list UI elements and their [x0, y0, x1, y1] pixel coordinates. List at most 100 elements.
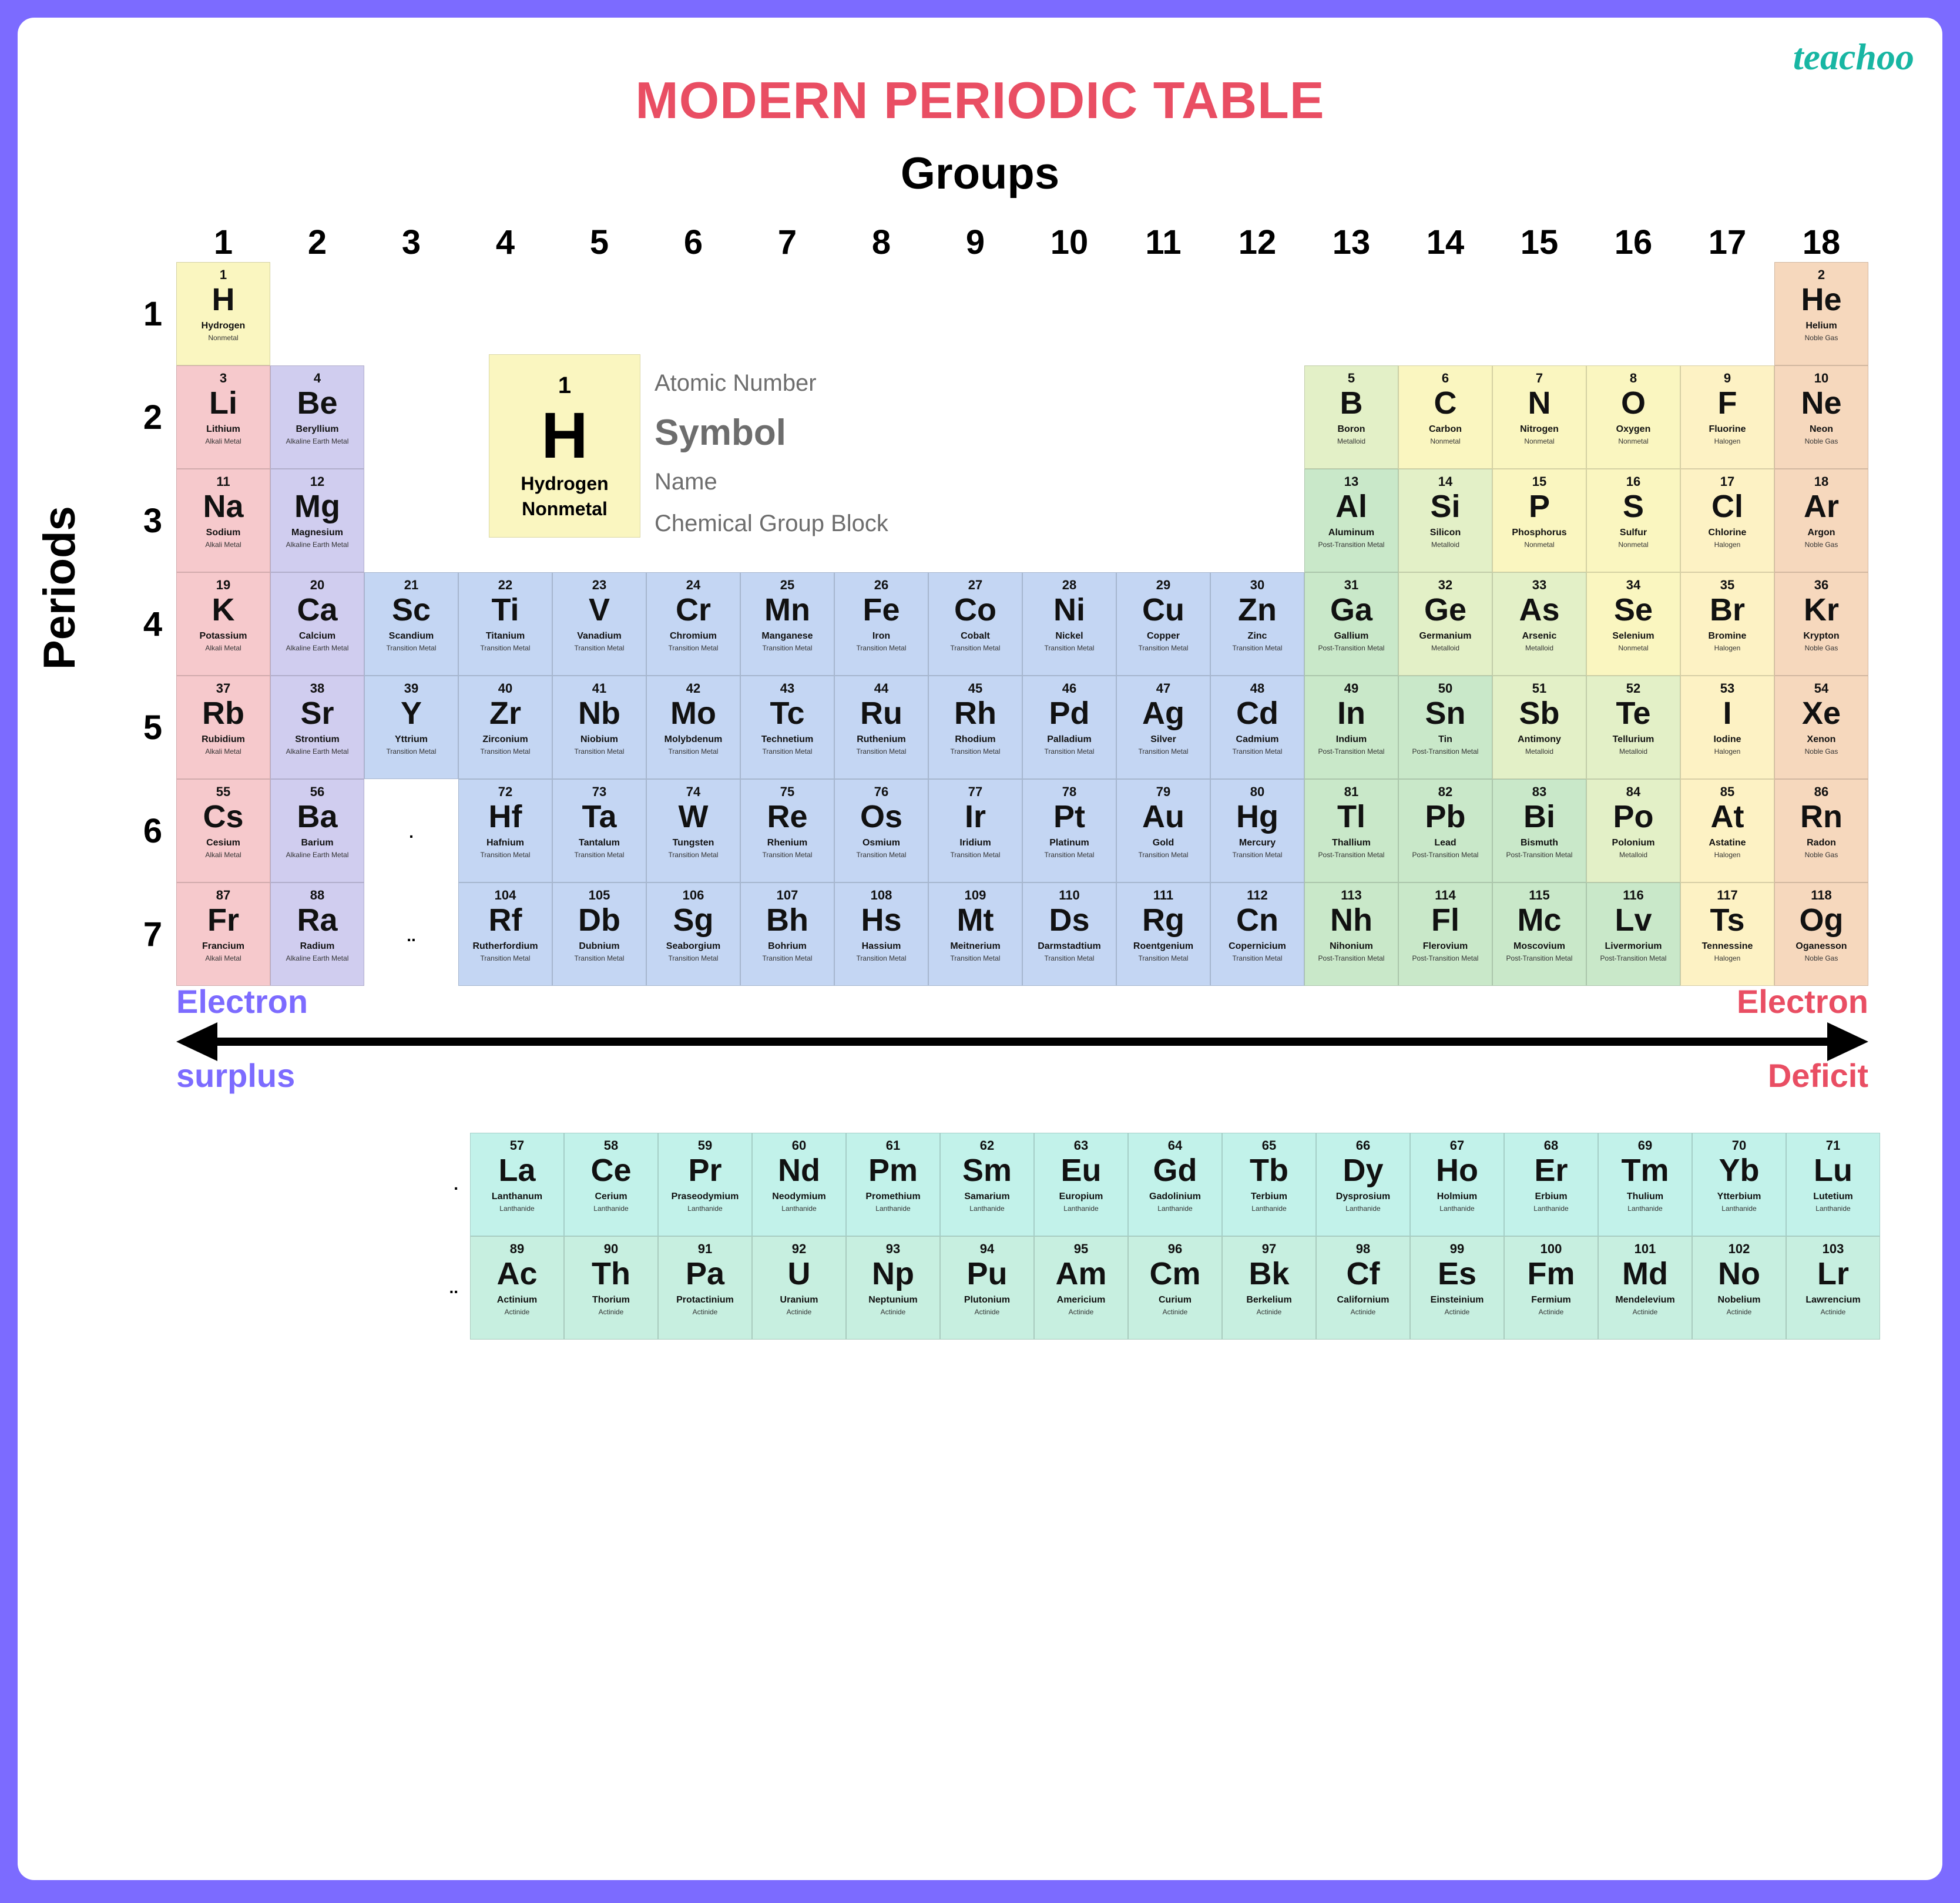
element-name: Aluminum — [1328, 528, 1374, 538]
element-cell: 11NaSodiumAlkali Metal — [176, 469, 270, 572]
element-name: Nihonium — [1330, 942, 1373, 951]
atomic-number: 17 — [1720, 475, 1734, 488]
element-group: Alkaline Earth Metal — [286, 438, 349, 445]
empty-cell — [1116, 262, 1210, 365]
empty-cell — [1022, 469, 1116, 572]
element-symbol: Cn — [1236, 904, 1278, 936]
element-name: Promethium — [865, 1192, 920, 1201]
group-header: 13 — [1304, 223, 1398, 262]
element-cell: 45RhRhodiumTransition Metal — [928, 676, 1022, 779]
atomic-number: 105 — [589, 889, 610, 902]
atomic-number: 44 — [874, 682, 888, 695]
element-group: Metalloid — [1619, 851, 1647, 858]
element-symbol: Pb — [1425, 801, 1465, 833]
atomic-number: 65 — [1262, 1139, 1276, 1152]
element-cell: 31GaGalliumPost-Transition Metal — [1304, 572, 1398, 676]
atomic-number: 73 — [592, 786, 606, 798]
atomic-number: 108 — [871, 889, 892, 902]
element-symbol: Lu — [1814, 1154, 1852, 1186]
element-group: Lanthanide — [1157, 1205, 1192, 1212]
element-group: Alkali Metal — [205, 955, 241, 962]
atomic-number: 34 — [1626, 579, 1640, 592]
atomic-number: 109 — [965, 889, 986, 902]
atomic-number: 35 — [1720, 579, 1734, 592]
element-symbol: Th — [592, 1258, 630, 1290]
atomic-number: 114 — [1435, 889, 1456, 902]
element-cell: 100FmFermiumActinide — [1504, 1236, 1598, 1340]
group-header: 9 — [928, 223, 1022, 262]
atomic-number: 38 — [310, 682, 324, 695]
element-cell: 61PmPromethiumLanthanide — [846, 1133, 940, 1236]
element-symbol: Og — [1800, 904, 1844, 936]
element-name: Berkelium — [1246, 1295, 1291, 1305]
element-symbol: Nd — [778, 1154, 820, 1186]
atomic-number: 71 — [1826, 1139, 1840, 1152]
element-name: Thulium — [1627, 1192, 1663, 1201]
element-cell: 36KrKryptonNoble Gas — [1774, 572, 1868, 676]
atomic-number: 22 — [498, 579, 512, 592]
element-group: Post-Transition Metal — [1318, 851, 1385, 858]
element-cell: 81TlThalliumPost-Transition Metal — [1304, 779, 1398, 882]
element-name: Phosphorus — [1512, 528, 1566, 538]
element-symbol: Se — [1614, 594, 1653, 626]
atomic-number: 31 — [1344, 579, 1358, 592]
atomic-number: 76 — [874, 786, 888, 798]
element-group: Lanthanide — [969, 1205, 1004, 1212]
periodic-table: 123456789101112131415161718 11HHydrogenN… — [129, 223, 1931, 986]
element-symbol: W — [679, 801, 709, 833]
element-group: Alkaline Earth Metal — [286, 955, 349, 962]
atomic-number: 16 — [1626, 475, 1640, 488]
element-cell: 50SnTinPost-Transition Metal — [1398, 676, 1492, 779]
atomic-number: 11 — [216, 475, 230, 488]
arrow-right-label-1: Electron — [1737, 982, 1868, 1021]
element-symbol: B — [1340, 387, 1363, 419]
atomic-number: 60 — [792, 1139, 806, 1152]
group-header: 5 — [552, 223, 646, 262]
element-group: Post-Transition Metal — [1318, 955, 1385, 962]
element-cell: 32GeGermaniumMetalloid — [1398, 572, 1492, 676]
element-name: Boron — [1337, 425, 1365, 434]
element-name: Californium — [1337, 1295, 1390, 1305]
element-cell: 89AcActiniumActinide — [470, 1236, 564, 1340]
empty-cell — [1210, 469, 1304, 572]
element-name: Protactinium — [676, 1295, 734, 1305]
atomic-number: 32 — [1438, 579, 1452, 592]
fblock-row: .57LaLanthanumLanthanide58CeCeriumLantha… — [176, 1133, 1931, 1236]
element-group: Lanthanide — [1063, 1205, 1098, 1212]
period-row: 11HHydrogenNonmetal2HeHeliumNoble Gas — [129, 262, 1931, 365]
element-group: Transition Metal — [481, 748, 531, 755]
atomic-number: 82 — [1438, 786, 1452, 798]
element-cell: 52TeTelluriumMetalloid — [1586, 676, 1680, 779]
element-cell: 35BrBromineHalogen — [1680, 572, 1774, 676]
empty-cell — [552, 262, 646, 365]
element-group: Alkali Metal — [205, 645, 241, 652]
element-cell: 68ErErbiumLanthanide — [1504, 1133, 1598, 1236]
element-name: Platinum — [1049, 838, 1089, 848]
element-symbol: Rg — [1142, 904, 1184, 936]
element-cell: 5BBoronMetalloid — [1304, 365, 1398, 469]
element-group: Post-Transition Metal — [1318, 748, 1385, 755]
element-group: Noble Gas — [1805, 851, 1838, 858]
element-name: Argon — [1807, 528, 1835, 538]
period-header: 6 — [129, 811, 176, 851]
element-group: Transition Metal — [1045, 851, 1095, 858]
element-group: Alkaline Earth Metal — [286, 541, 349, 548]
element-symbol: Re — [767, 801, 807, 833]
element-symbol: Fl — [1431, 904, 1459, 936]
element-group: Transition Metal — [1233, 851, 1283, 858]
element-group: Halogen — [1714, 955, 1741, 962]
atomic-number: 1 — [220, 268, 227, 281]
element-cell: 7NNitrogenNonmetal — [1492, 365, 1586, 469]
element-name: Vanadium — [577, 632, 622, 641]
element-name: Rutherfordium — [472, 942, 538, 951]
element-name: Tin — [1438, 735, 1452, 744]
element-cell: 76OsOsmiumTransition Metal — [834, 779, 928, 882]
element-cell: 98CfCaliforniumActinide — [1316, 1236, 1410, 1340]
atomic-number: 90 — [604, 1243, 618, 1256]
atomic-number: 4 — [314, 372, 321, 385]
element-group: Transition Metal — [575, 748, 625, 755]
element-symbol: Mn — [764, 594, 810, 626]
atomic-number: 7 — [1536, 372, 1543, 385]
element-cell: 24CrChromiumTransition Metal — [646, 572, 740, 676]
element-group: Transition Metal — [1045, 955, 1095, 962]
